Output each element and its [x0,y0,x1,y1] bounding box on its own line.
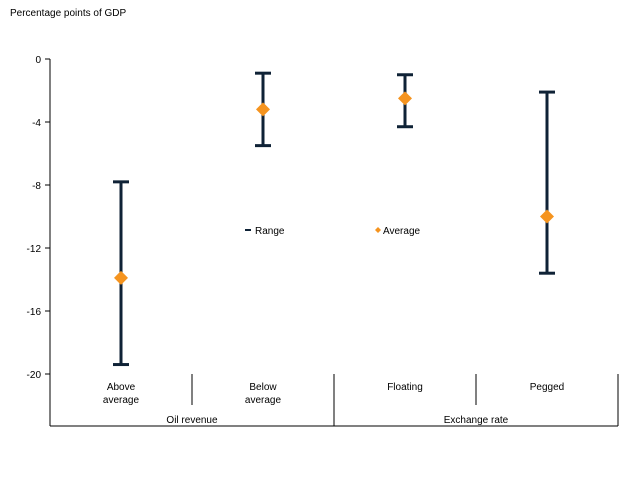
y-tick-label: -20 [27,370,42,381]
group-label: Exchange rate [444,415,509,426]
legend-average-label: Average [383,226,421,237]
average-marker [256,102,270,117]
category-label-line2: average [103,395,140,406]
category-label: Above [107,382,136,393]
axes [49,59,619,427]
category-label: Floating [387,382,423,393]
legend-average-swatch [375,227,381,233]
range-bars [113,71,555,367]
y-axis-label: Percentage points of GDP [10,8,127,19]
y-ticks: 0 -4 -8 -12 -16 -20 [27,55,50,381]
category-label: Below [249,382,277,393]
average-marker [114,270,128,285]
x-labels: Above average Below average Floating Pegged Oi… [103,382,564,426]
legend-range-label: Range [255,226,285,237]
average-marker [398,91,412,106]
group-label: Oil revenue [166,415,218,426]
y-tick-label: -16 [27,307,42,318]
y-tick-label: -8 [32,181,41,192]
average-markers [114,91,554,285]
y-tick-label: -4 [32,118,41,129]
category-label-line2: average [245,395,282,406]
range-bar [539,90,555,275]
y-tick-label: -12 [27,244,42,255]
category-label: Pegged [530,382,564,393]
average-marker [540,209,554,224]
legend: Range Average [245,226,421,237]
y-tick-label: 0 [35,55,41,66]
